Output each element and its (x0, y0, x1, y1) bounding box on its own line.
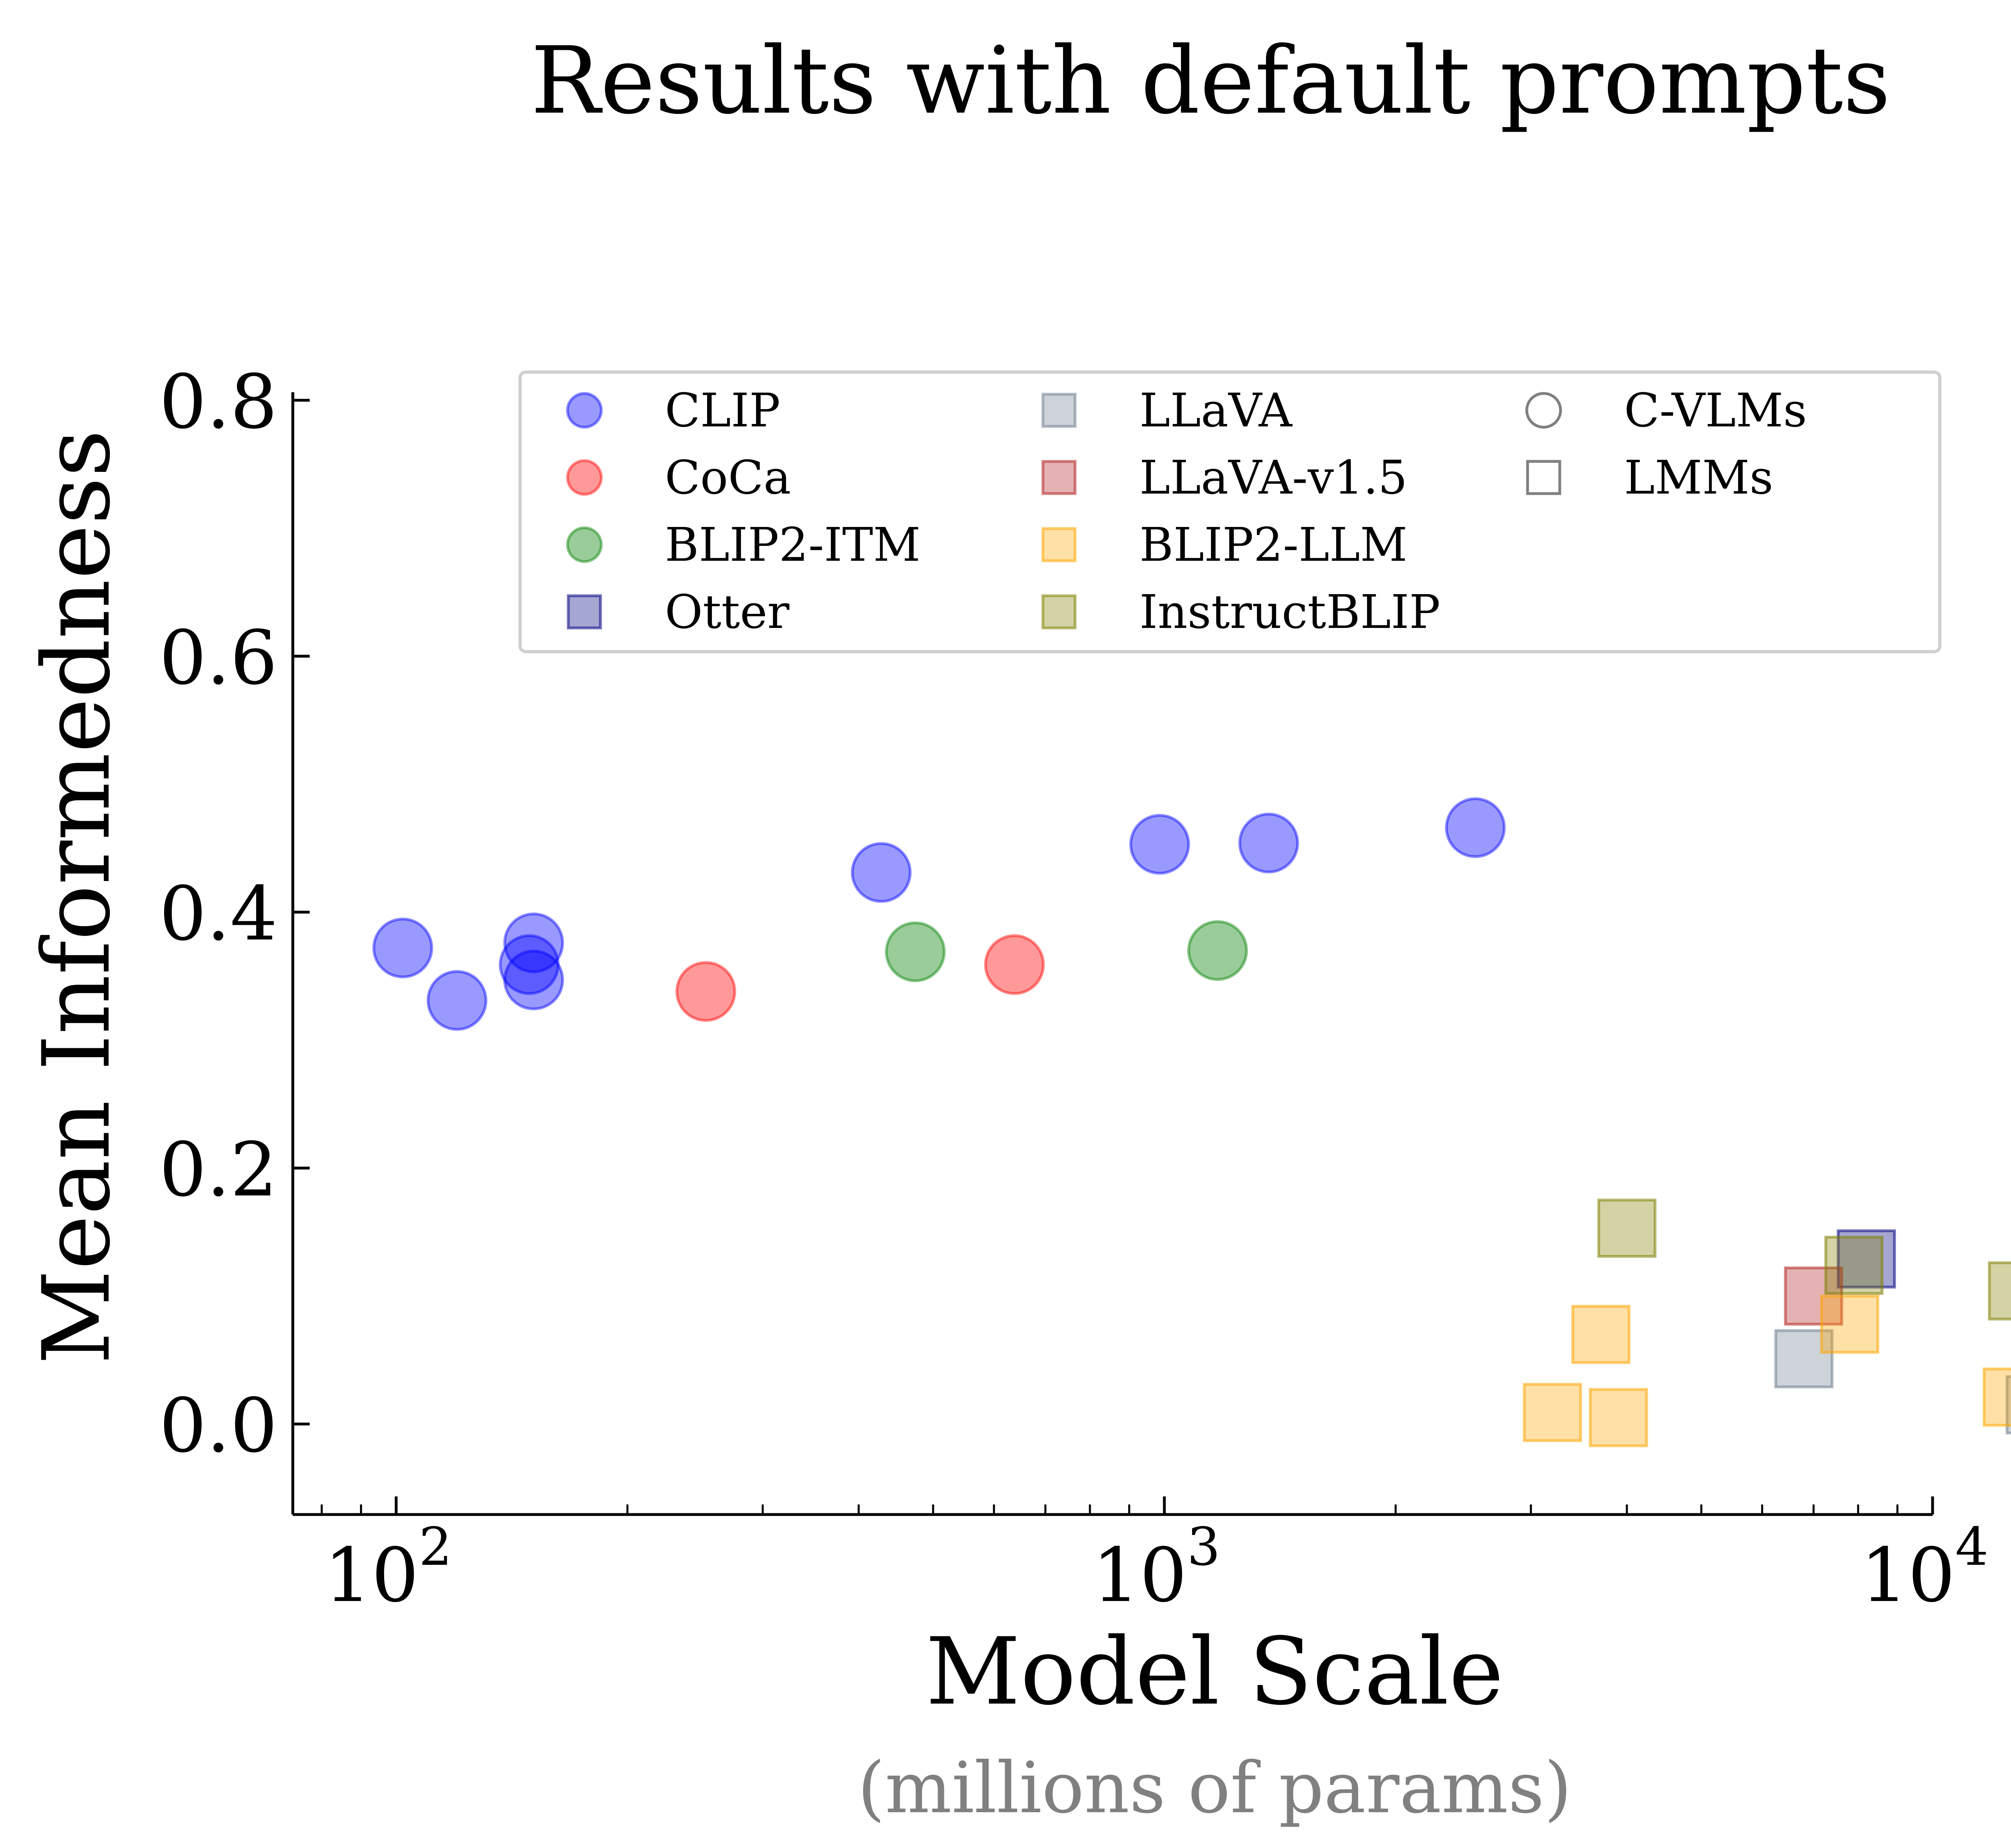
x-tick-exponent: 3 (1187, 1516, 1220, 1577)
legend-marker-llava (1041, 393, 1077, 428)
legend-marker-clip (566, 392, 603, 429)
legend-marker-c-vlms (1525, 392, 1562, 429)
x-tick-exponent: 2 (419, 1516, 452, 1577)
instructblip-point (1824, 1236, 1884, 1295)
blip2-llm-point (1571, 1305, 1631, 1364)
instructblip-point (1988, 1261, 2011, 1321)
y-tick-label: 0.0 (159, 1382, 278, 1469)
legend: CLIP CoCa BLIP2-ITM Otter LLaVA LLaVA-v1.5 BLI… (518, 370, 1941, 653)
legend-box (518, 370, 1941, 653)
clip-point (503, 912, 564, 973)
axes: 0.0 0.2 0.4 0.6 0.8 102 103 104 (159, 358, 1988, 1619)
legend-label-coca: CoCa (665, 451, 791, 505)
clip-point (851, 842, 912, 903)
x-tick-label: 104 (1861, 1516, 1988, 1619)
clip-point (503, 949, 564, 1010)
legend-marker-instructblip (1041, 594, 1077, 630)
clip-point (1445, 797, 1506, 858)
blip2-llm-point (1982, 1367, 2011, 1427)
legend-label-blip2-itm: BLIP2-ITM (665, 518, 921, 572)
instructblip-point (1597, 1198, 1657, 1258)
clip-point (426, 970, 487, 1031)
legend-label-clip: CLIP (665, 384, 780, 438)
clip-point (499, 934, 560, 995)
legend-label-otter: Otter (665, 585, 790, 639)
data-points (372, 797, 2011, 1447)
y-tick-label: 0.6 (159, 614, 278, 701)
legend-marker-lmms (1526, 460, 1561, 495)
legend-marker-blip2-itm (566, 526, 603, 563)
blip2-itm-point (1187, 920, 1248, 981)
x-tick-label: 102 (324, 1516, 452, 1619)
legend-label-llava-v1.5: LLaVA-v1.5 (1139, 451, 1407, 505)
x-tick-label: 103 (1092, 1516, 1220, 1619)
legend-label-instructblip: InstructBLIP (1139, 585, 1440, 639)
otter-point (1836, 1229, 1896, 1289)
coca-point (984, 934, 1045, 995)
clip-point (372, 918, 433, 979)
x-axis-sublabel: (millions of params) (857, 1747, 1572, 1829)
blip2-itm-point (885, 921, 946, 982)
legend-label-c-vlms: C-VLMs (1624, 384, 1807, 438)
legend-marker-otter (567, 594, 602, 630)
blip2-llm-point (1523, 1383, 1582, 1442)
clip-point (1129, 814, 1190, 875)
y-tick-label: 0.8 (159, 358, 278, 445)
blip2-llm-point (1820, 1294, 1879, 1354)
coca-point (675, 961, 736, 1022)
y-tick-label: 0.2 (159, 1126, 278, 1213)
clip-point (1238, 813, 1299, 874)
legend-marker-blip2-llm (1041, 527, 1077, 562)
legend-marker-coca (566, 459, 603, 496)
x-axis-label: Model Scale (925, 1618, 1503, 1726)
legend-label-lmms: LMMs (1624, 451, 1773, 505)
legend-label-llava: LLaVA (1139, 384, 1293, 438)
legend-label-blip2-llm: BLIP2-LLM (1139, 518, 1407, 572)
blip2-llm-point (1589, 1388, 1648, 1447)
y-axis-label: Mean Informedness (23, 430, 131, 1364)
chart-title: Results with default prompts (531, 27, 1891, 135)
y-tick-label: 0.4 (159, 870, 278, 957)
llava-point (2005, 1375, 2011, 1434)
legend-marker-llava-v1.5 (1041, 460, 1077, 495)
x-tick-exponent: 4 (1955, 1516, 1988, 1577)
